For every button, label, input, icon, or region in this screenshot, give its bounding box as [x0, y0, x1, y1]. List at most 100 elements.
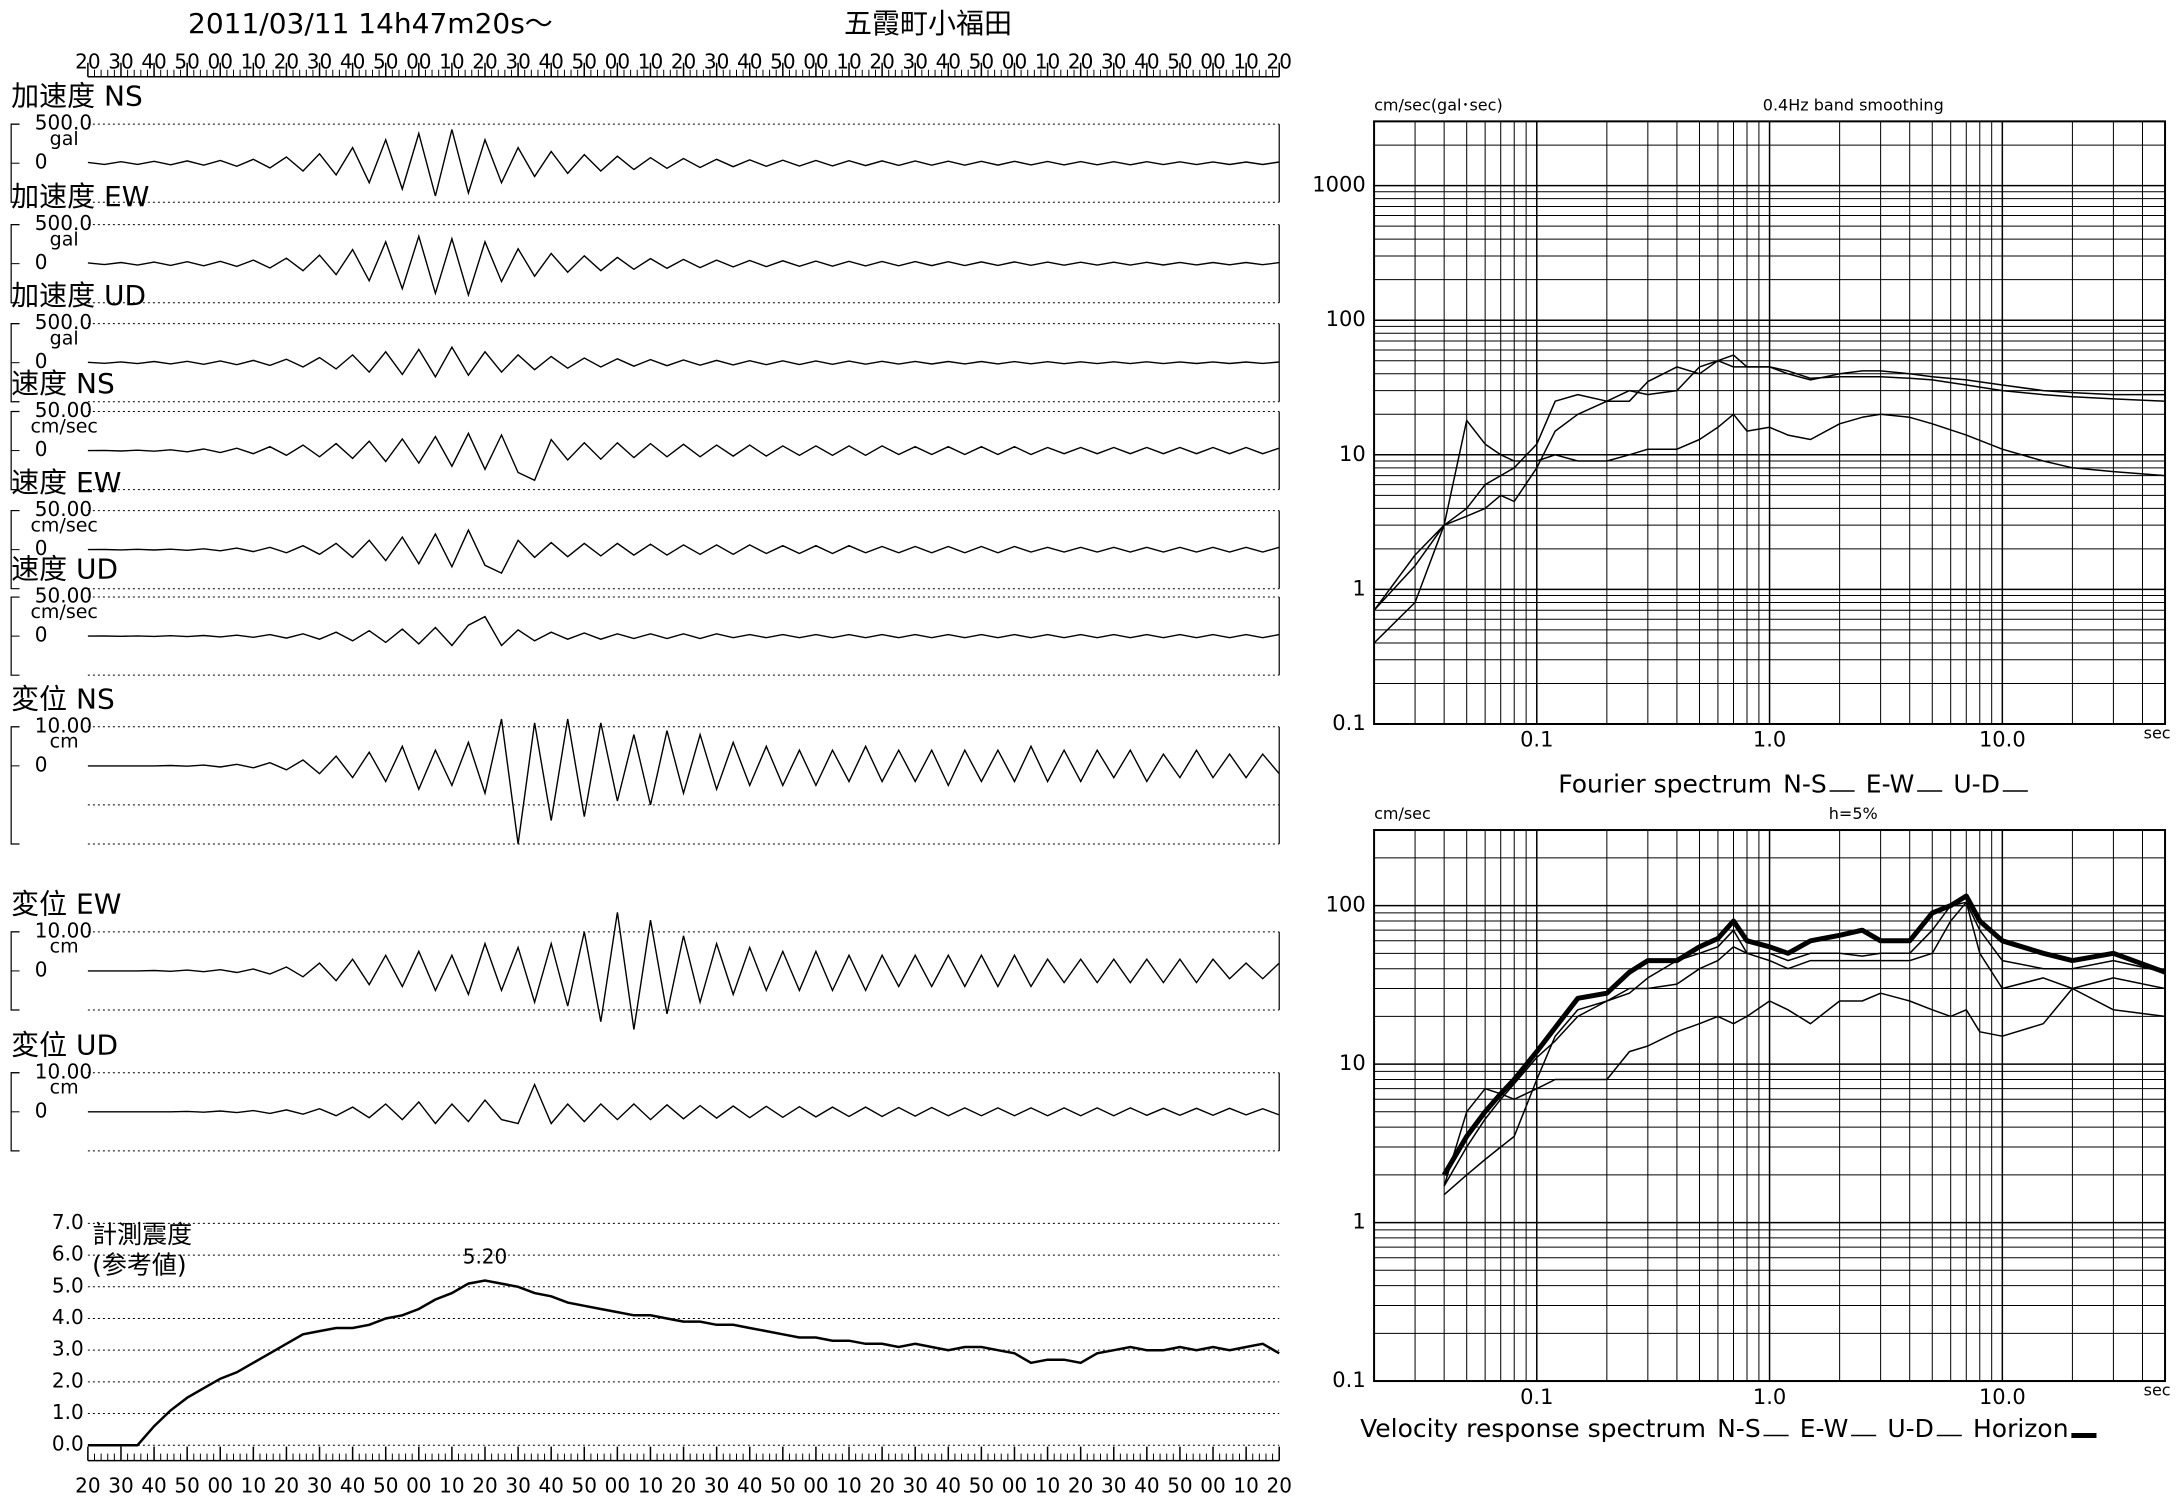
- x-tick-label: 00: [406, 1474, 431, 1498]
- x-tick-label: 00: [208, 49, 233, 73]
- x-tick-label: 30: [108, 49, 133, 73]
- waveform-trace: [87, 431, 1280, 482]
- x-tick-label: 20: [274, 49, 299, 73]
- legend-title: Fourier spectrum: [1558, 769, 1772, 798]
- x-tick-label: 20: [869, 49, 894, 73]
- x-tick-label: 40: [936, 1474, 961, 1498]
- y-tick-label: 0: [35, 623, 48, 647]
- spectrum-line: [1443, 987, 2166, 1187]
- x-tick-label: 20: [1266, 49, 1291, 73]
- x-tick-label: 40: [737, 1474, 762, 1498]
- x-tick-label: 10: [638, 1474, 663, 1498]
- y-tick-label: 1: [1352, 576, 1365, 600]
- x-tick-label: 30: [1101, 49, 1126, 73]
- trace-label: 速度 NS: [11, 367, 115, 400]
- x-tick-label: 30: [505, 1474, 530, 1498]
- x-tick-label: 50: [1167, 49, 1192, 73]
- x-tick-label: 30: [1101, 1474, 1126, 1498]
- legend-title: Velocity response spectrum: [1360, 1414, 1706, 1443]
- y-tick-label: 3.0: [52, 1337, 84, 1361]
- plot-frame: [1373, 120, 2167, 726]
- station-name: 五霞町小福田: [844, 7, 1012, 40]
- x-tick-label: 00: [803, 1474, 828, 1498]
- chart-subtitle: 0.4Hz band smoothing: [1763, 96, 1944, 115]
- x-tick-label: 10: [241, 1474, 266, 1498]
- spectrum-line: [1443, 901, 2166, 1196]
- trace-unit: gal: [50, 128, 79, 150]
- x-tick-label: 50: [1167, 1474, 1192, 1498]
- x-tick-label: 00: [1200, 49, 1225, 73]
- x-tick-label: 00: [406, 49, 431, 73]
- waveform-trace: [87, 912, 1280, 1030]
- waveform-trace: [87, 129, 1280, 197]
- waveform-trace: [87, 718, 1280, 845]
- x-tick-label: 20: [274, 1474, 299, 1498]
- x-tick-label: 20: [75, 1474, 100, 1498]
- legend-label: N-S: [1783, 769, 1827, 798]
- x-tick-label: 50: [373, 49, 398, 73]
- spectrum-line: [1441, 893, 2166, 1177]
- y-tick-label: 0: [35, 752, 48, 776]
- y-tick-label: 10.00: [35, 713, 92, 737]
- trace-label: 加速度 NS: [11, 80, 143, 113]
- y-axis-unit: cm/sec(gal･sec): [1374, 96, 1503, 115]
- y-tick-label: 10.00: [35, 918, 92, 942]
- x-tick-label: 50: [572, 49, 597, 73]
- x-tick-label: 1.0: [1753, 728, 1786, 752]
- peak-annotation: 5.20: [463, 1245, 508, 1269]
- y-tick-label: 500.0: [35, 310, 92, 334]
- x-tick-label: 40: [340, 49, 365, 73]
- trace-label: 速度 EW: [11, 466, 121, 499]
- x-tick-label: 10: [439, 1474, 464, 1498]
- y-tick-label: 500.0: [35, 211, 92, 235]
- y-tick-label: 7.0: [52, 1210, 84, 1234]
- x-tick-label: 40: [538, 1474, 563, 1498]
- y-tick-label: 2.0: [52, 1368, 84, 1392]
- y-tick-label: 0: [35, 437, 48, 461]
- y-tick-label: 0: [35, 250, 48, 274]
- legend-label: E-W: [1866, 769, 1915, 798]
- x-axis-unit: sec: [2144, 723, 2171, 742]
- y-axis-unit: cm/sec: [1374, 804, 1431, 823]
- trace-unit: gal: [50, 327, 79, 349]
- y-tick-label: 0.1: [1332, 711, 1365, 735]
- x-tick-label: 20: [472, 49, 497, 73]
- x-tick-label: 50: [572, 1474, 597, 1498]
- x-tick-label: 40: [538, 49, 563, 73]
- legend-label: Horizon: [1973, 1414, 2069, 1443]
- trace-unit: cm: [50, 936, 79, 958]
- x-tick-label: 10: [439, 49, 464, 73]
- x-tick-label: 10: [638, 49, 663, 73]
- y-tick-label: 100: [1326, 893, 1366, 917]
- x-tick-label: 40: [141, 49, 166, 73]
- y-tick-label: 5.0: [52, 1273, 84, 1297]
- chart-subtitle: (参考値): [92, 1251, 187, 1280]
- x-tick-label: 30: [902, 49, 927, 73]
- x-tick-label: 50: [174, 49, 199, 73]
- y-tick-label: 0: [35, 150, 48, 174]
- x-tick-label: 10: [1035, 1474, 1060, 1498]
- x-tick-label: 50: [174, 1474, 199, 1498]
- legend-label: N-S: [1717, 1414, 1761, 1443]
- y-tick-label: 0: [35, 957, 48, 981]
- trace-label: 変位 UD: [11, 1028, 118, 1061]
- spectrum-line: [1443, 901, 2166, 1187]
- x-tick-label: 30: [704, 1474, 729, 1498]
- x-tick-label: 50: [770, 49, 795, 73]
- x-tick-label: 10: [1035, 49, 1060, 73]
- x-tick-label: 00: [605, 1474, 630, 1498]
- x-tick-label: 30: [505, 49, 530, 73]
- x-tick-label: 00: [605, 49, 630, 73]
- y-tick-label: 0.0: [52, 1432, 84, 1456]
- trace-unit: cm/sec: [30, 514, 97, 536]
- y-tick-label: 500.0: [35, 111, 92, 135]
- trace-label: 変位 EW: [11, 887, 121, 920]
- waveform-trace: [87, 1082, 1280, 1125]
- x-tick-label: 00: [1002, 1474, 1027, 1498]
- waveform-trace: [87, 528, 1280, 575]
- waveform-trace: [87, 615, 1280, 647]
- x-tick-label: 40: [1134, 49, 1159, 73]
- trace-label: 加速度 EW: [11, 180, 149, 213]
- x-tick-label: 40: [340, 1474, 365, 1498]
